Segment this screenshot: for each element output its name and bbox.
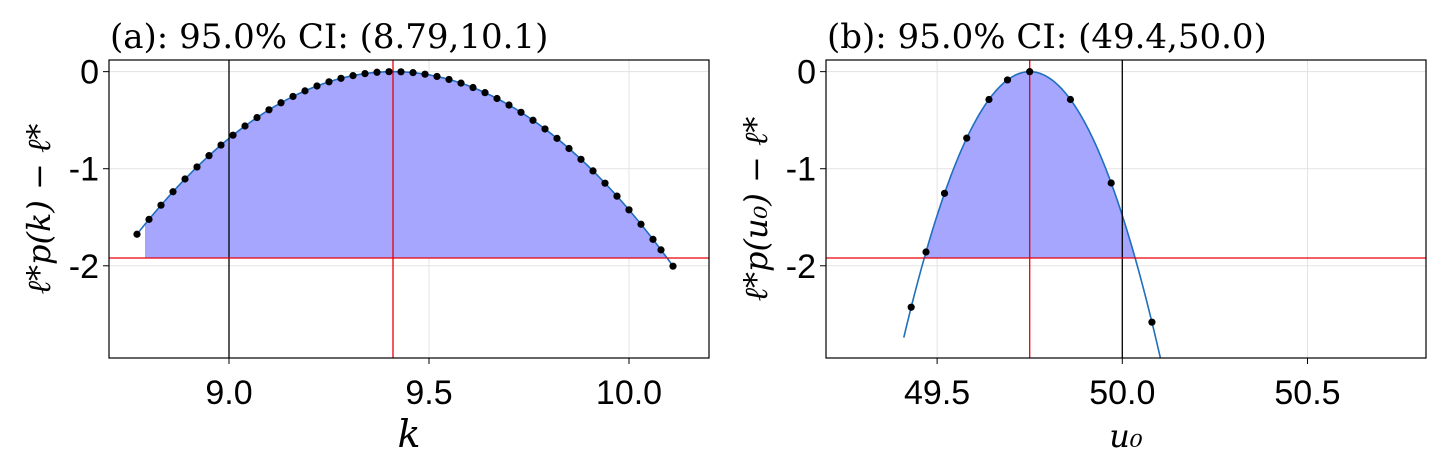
x-tick-label-0: 9.0 bbox=[205, 374, 252, 412]
panel-b-frame bbox=[825, 59, 1427, 359]
panel-a-frame bbox=[108, 59, 710, 359]
data-point-5 bbox=[1003, 76, 1012, 84]
data-point-24 bbox=[421, 70, 429, 78]
panel-b-grid bbox=[826, 60, 1426, 358]
data-point-25 bbox=[433, 72, 441, 81]
panel-a-xlabel: k bbox=[397, 412, 420, 456]
data-point-3 bbox=[963, 134, 971, 142]
data-point-0 bbox=[133, 230, 141, 238]
data-point-33 bbox=[529, 116, 537, 124]
profile-curve bbox=[903, 70, 1162, 358]
x-tick-label-2: 10.0 bbox=[596, 374, 662, 412]
data-point-4 bbox=[985, 95, 993, 104]
data-point-36 bbox=[565, 144, 573, 153]
data-point-11 bbox=[265, 106, 273, 114]
data-point-26 bbox=[445, 75, 453, 84]
data-point-2 bbox=[940, 189, 949, 197]
panel-a-title: (a): 95.0% CI: (8.79,10.1) bbox=[110, 17, 548, 57]
data-point-44 bbox=[657, 246, 665, 254]
data-point-27 bbox=[457, 79, 465, 87]
data-point-7 bbox=[1066, 95, 1075, 104]
profile-curve bbox=[136, 70, 674, 267]
data-point-15 bbox=[313, 82, 321, 90]
x-tick-label-0: 49.5 bbox=[904, 374, 970, 412]
data-point-41 bbox=[625, 206, 633, 214]
data-point-43 bbox=[649, 235, 657, 243]
ci-fill bbox=[145, 71, 669, 261]
x-tick-label-2: 50.5 bbox=[1274, 374, 1340, 412]
y-tick-label-2: -2 bbox=[786, 248, 816, 286]
data-point-5 bbox=[193, 163, 201, 171]
data-point-31 bbox=[505, 101, 513, 109]
panel-b: (b): 95.0% CI: (49.4,50.0) 49.5 50.0 50.5 0… bbox=[737, 17, 1427, 455]
data-point-19 bbox=[361, 69, 369, 78]
data-point-8 bbox=[229, 131, 237, 139]
panel-a-ylabel: ℓ*p(k) − ℓ* bbox=[20, 124, 58, 295]
data-point-2 bbox=[157, 201, 165, 209]
data-point-10 bbox=[253, 113, 261, 122]
data-point-38 bbox=[589, 167, 597, 175]
data-point-16 bbox=[325, 78, 333, 86]
data-point-0 bbox=[907, 303, 915, 311]
x-tick-label-1: 50.0 bbox=[1089, 374, 1155, 412]
panel-a-plot-area bbox=[109, 60, 709, 358]
data-point-20 bbox=[373, 68, 381, 76]
data-point-35 bbox=[553, 134, 561, 142]
data-point-29 bbox=[481, 89, 489, 97]
data-point-3 bbox=[169, 188, 177, 196]
data-point-1 bbox=[922, 248, 930, 256]
data-point-21 bbox=[385, 68, 393, 76]
data-point-32 bbox=[517, 108, 525, 116]
data-point-18 bbox=[349, 72, 357, 80]
data-point-17 bbox=[337, 74, 345, 82]
data-point-23 bbox=[409, 69, 417, 77]
data-point-7 bbox=[217, 141, 225, 149]
data-point-4 bbox=[181, 175, 189, 183]
panel-a-ticks: 9.0 9.5 10.0 0 -1 -2 bbox=[69, 54, 662, 412]
data-point-6 bbox=[205, 152, 213, 160]
data-point-39 bbox=[601, 179, 609, 187]
panel-b-title: (b): 95.0% CI: (49.4,50.0) bbox=[827, 17, 1267, 57]
panel-b-ylabel: ℓ*p(u₀) − ℓ* bbox=[737, 117, 775, 302]
y-tick-label-0: 0 bbox=[80, 54, 99, 92]
y-tick-label-2: -2 bbox=[69, 248, 99, 286]
y-tick-label-1: -1 bbox=[69, 151, 99, 189]
y-tick-label-0: 0 bbox=[797, 54, 816, 92]
panel-a: (a): 95.0% CI: (8.79,10.1) 9.0 9.5 10.0 0 -1… bbox=[20, 17, 710, 456]
data-point-12 bbox=[277, 99, 285, 107]
data-point-40 bbox=[613, 192, 621, 200]
data-point-37 bbox=[577, 155, 585, 163]
data-point-14 bbox=[301, 87, 309, 95]
data-point-1 bbox=[145, 215, 153, 223]
panel-b-plot-area bbox=[826, 60, 1426, 358]
panel-b-ticks: 49.5 50.0 50.5 0 -1 -2 bbox=[786, 54, 1341, 412]
data-point-45 bbox=[669, 262, 677, 270]
data-point-30 bbox=[493, 94, 501, 103]
data-point-6 bbox=[1026, 68, 1034, 76]
data-point-9 bbox=[241, 122, 249, 130]
data-point-13 bbox=[289, 92, 297, 101]
data-point-42 bbox=[637, 220, 645, 228]
data-point-22 bbox=[397, 68, 405, 76]
y-tick-label-1: -1 bbox=[786, 151, 816, 189]
data-point-9 bbox=[1148, 318, 1156, 326]
data-point-34 bbox=[541, 125, 549, 133]
data-point-8 bbox=[1107, 179, 1115, 187]
x-tick-label-1: 9.5 bbox=[405, 374, 452, 412]
panel-b-xlabel: u₀ bbox=[1109, 417, 1143, 455]
data-point-28 bbox=[469, 83, 477, 92]
